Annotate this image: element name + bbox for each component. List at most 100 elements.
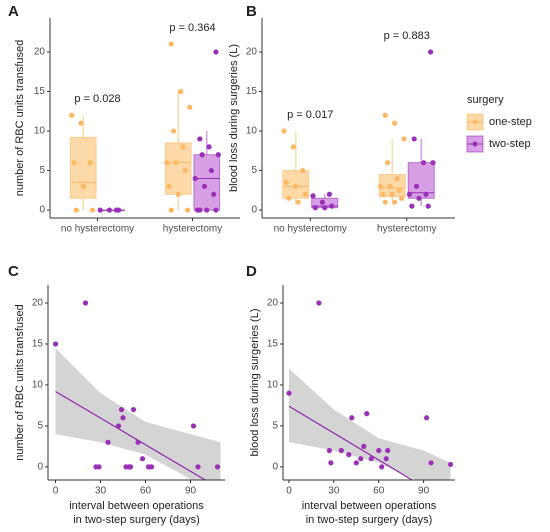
point [118, 406, 125, 413]
point [383, 456, 389, 462]
point [214, 464, 221, 470]
legend-label: two-step [489, 138, 531, 150]
x-tick-label: 0 [53, 486, 59, 497]
point [411, 136, 417, 142]
point [329, 203, 335, 209]
point [173, 160, 179, 166]
point [213, 207, 219, 213]
point [364, 411, 370, 417]
point [206, 144, 212, 150]
point [302, 191, 308, 197]
x-tick-label: hysterectomy [163, 224, 222, 235]
panel-label: B [246, 3, 257, 20]
point [361, 443, 367, 450]
point [89, 207, 96, 213]
point [190, 423, 197, 429]
point [387, 183, 393, 189]
y-tick-label: 0 [37, 462, 43, 473]
y-tick-label: 20 [32, 298, 44, 309]
point [293, 183, 299, 189]
y-tick-label: 15 [34, 86, 46, 97]
point [423, 191, 429, 197]
box [193, 154, 221, 211]
y-tick-label: 10 [246, 126, 258, 137]
point [184, 207, 191, 213]
confidence-band [288, 368, 451, 480]
x-tick-label: 90 [185, 486, 197, 497]
p-value: p = 0.017 [287, 109, 333, 121]
point [353, 460, 359, 466]
y-tick-label: 15 [246, 86, 258, 97]
point [171, 128, 177, 134]
point [52, 341, 59, 347]
y-axis-title: blood loss during surgeries (L) [249, 309, 261, 457]
p-value: p = 0.364 [169, 22, 215, 34]
point [420, 160, 427, 166]
x-tick-label: 90 [418, 486, 430, 497]
legend-key-dot [472, 119, 478, 125]
point [164, 160, 170, 166]
point [300, 167, 306, 174]
point [175, 191, 181, 197]
point [105, 439, 111, 445]
point [396, 187, 402, 193]
point [322, 205, 328, 211]
point [413, 183, 420, 189]
legend-key-dot [472, 141, 478, 147]
x-axis-title: in two-step surgery (days) [306, 514, 433, 526]
point [425, 203, 431, 209]
y-tick-label: 20 [34, 47, 46, 58]
point [192, 175, 198, 182]
point [69, 112, 75, 118]
point [379, 464, 385, 470]
point [71, 160, 77, 166]
point [392, 199, 398, 205]
point [87, 160, 93, 166]
point [115, 423, 122, 429]
point [394, 175, 400, 182]
panel-label: C [8, 263, 19, 280]
x-tick-label: no hysterectomy [274, 224, 347, 235]
point [204, 207, 210, 213]
legend-label: one-step [489, 116, 532, 128]
point [326, 191, 333, 197]
point [416, 195, 422, 201]
legend-title: surgery [467, 94, 504, 106]
x-tick-label: hysterectomy [377, 224, 436, 235]
point [195, 464, 201, 470]
fit-group [288, 368, 451, 480]
point [312, 205, 318, 211]
point [286, 195, 292, 201]
point [384, 160, 391, 166]
point [423, 415, 430, 421]
p-value: p = 0.883 [384, 30, 430, 42]
y-tick-label: 0 [39, 205, 45, 216]
x-axis-title: interval between operations [69, 500, 204, 512]
point [215, 152, 221, 158]
p-value: p = 0.028 [74, 93, 120, 105]
x-axis-title: in two-step surgery (days) [73, 514, 200, 526]
point [295, 199, 301, 205]
point [392, 120, 398, 126]
point [197, 207, 203, 213]
point [97, 207, 103, 213]
panel-label: D [246, 263, 257, 280]
x-tick-label: no hysterectomy [61, 224, 134, 235]
point [358, 456, 364, 462]
point [127, 464, 134, 470]
confidence-band [55, 348, 221, 480]
point [180, 144, 186, 150]
point [106, 207, 113, 213]
point [382, 199, 388, 205]
y-axis-title: number of RBC units transfused [14, 304, 26, 461]
point [286, 390, 292, 396]
point [211, 191, 217, 197]
point [409, 203, 415, 209]
point [377, 183, 384, 189]
point [428, 49, 434, 55]
point [82, 300, 89, 306]
point [283, 179, 289, 186]
point [135, 439, 141, 445]
point [328, 460, 334, 466]
y-tick-label: 5 [251, 165, 257, 176]
